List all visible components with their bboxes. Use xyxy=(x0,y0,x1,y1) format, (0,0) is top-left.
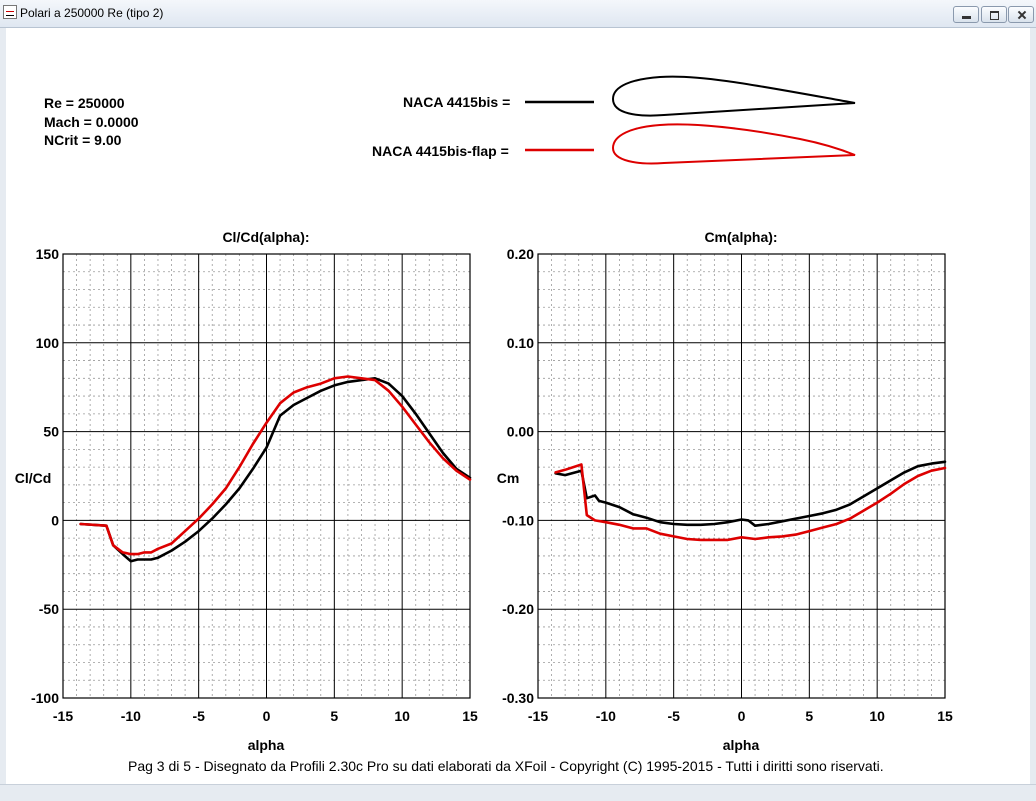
ncrit-value: NCrit = 9.00 xyxy=(44,132,122,148)
x-axis-label: alpha xyxy=(723,737,760,753)
x-tick-label: 5 xyxy=(805,708,813,724)
x-axis-label: alpha xyxy=(248,737,285,753)
y-tick-label: -0.10 xyxy=(502,512,534,528)
chart-title: Cm(alpha): xyxy=(704,229,777,245)
clcd-chart: -15 -10 -5 0 5 10 15150100500-50-100Cl/Cd(alph… xyxy=(15,229,478,753)
maximize-button[interactable] xyxy=(981,6,1007,23)
page-footer: Pag 3 di 5 - Disegnato da Profili 2.30c … xyxy=(128,758,884,774)
print-preview-page xyxy=(6,28,1030,784)
x-tick-label: -5 xyxy=(192,708,205,724)
app-icon xyxy=(3,5,17,19)
airfoil-shape-naca-4415bis-flap xyxy=(611,123,856,165)
y-tick-label: -50 xyxy=(39,601,59,617)
x-tick-label: 15 xyxy=(462,708,478,724)
window-frame-right xyxy=(1030,28,1036,800)
charts: -15 -10 -5 0 5 10 15150100500-50-100Cl/Cd(alph… xyxy=(15,229,953,753)
y-tick-label: -100 xyxy=(31,690,59,706)
x-tick-label: -5 xyxy=(667,708,680,724)
x-tick-label: 15 xyxy=(937,708,953,724)
x-tick-label: -10 xyxy=(121,708,141,724)
plot-frame xyxy=(537,253,946,699)
window-frame-bottom xyxy=(0,784,1036,801)
legend xyxy=(525,75,856,165)
y-tick-label: -0.30 xyxy=(502,690,534,706)
window-frame-left xyxy=(0,28,6,800)
y-tick-label: 100 xyxy=(36,335,60,351)
y-axis-label: Cl/Cd xyxy=(15,470,52,486)
legend-label-naca-4415bis-flap: NACA 4415bis-flap = xyxy=(372,143,509,159)
y-tick-label: 150 xyxy=(36,246,60,262)
x-tick-label: 0 xyxy=(738,708,746,724)
cm-series-line-naca-4415bis xyxy=(554,460,947,528)
minimize-icon xyxy=(954,7,978,22)
window-titlebar: Polari a 250000 Re (tipo 2) xyxy=(0,0,1036,28)
x-tick-label: -10 xyxy=(596,708,616,724)
minimize-button[interactable] xyxy=(953,6,979,23)
simulation-info: Re = 250000 Mach = 0.0000 NCrit = 9.00 xyxy=(44,94,139,150)
cm-series-line-naca-4415bis-flap xyxy=(554,463,947,542)
x-tick-label: 5 xyxy=(330,708,338,724)
cm-chart: -15 -10 -5 0 5 10 15 0.20 0.10 0.00 -0.10 -0.20 -0.3… xyxy=(497,229,953,753)
window-title: Polari a 250000 Re (tipo 2) xyxy=(20,6,164,20)
reynolds-number: Re = 250000 xyxy=(44,95,125,111)
x-tick-label: 0 xyxy=(263,708,271,724)
x-tick-label: 10 xyxy=(869,708,885,724)
clcd-series-line-naca-4415bis xyxy=(79,376,472,563)
clcd-series-line-naca-4415bis-flap xyxy=(79,375,472,556)
legend-label-naca-4415bis: NACA 4415bis = xyxy=(403,94,511,110)
y-tick-label: 0.20 xyxy=(507,246,534,262)
x-tick-label: -15 xyxy=(528,708,548,724)
y-tick-label: 0.00 xyxy=(507,424,534,440)
y-axis-label: Cm xyxy=(497,470,520,486)
y-tick-label: 50 xyxy=(43,424,59,440)
y-tick-label: 0.10 xyxy=(507,335,534,351)
x-tick-label: 10 xyxy=(394,708,410,724)
close-button[interactable] xyxy=(1008,6,1034,23)
x-tick-label: -15 xyxy=(53,708,73,724)
y-tick-label: -0.20 xyxy=(502,601,534,617)
mach-number: Mach = 0.0000 xyxy=(44,113,139,130)
maximize-icon xyxy=(982,7,1006,22)
airfoil-shape-naca-4415bis xyxy=(611,75,856,117)
y-tick-label: 0 xyxy=(51,512,59,528)
plot-frame xyxy=(62,253,471,699)
chart-title: Cl/Cd(alpha): xyxy=(222,229,309,245)
